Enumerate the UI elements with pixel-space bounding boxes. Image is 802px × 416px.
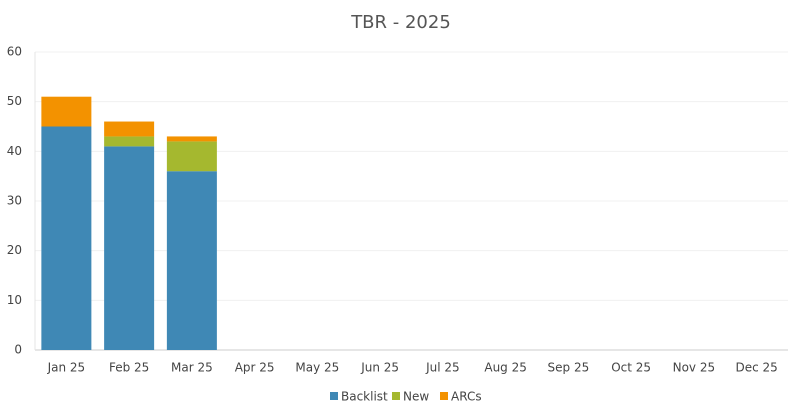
x-tick-label: Apr 25 [235, 361, 275, 375]
x-tick-label: Jun 25 [360, 361, 399, 375]
x-tick-label: May 25 [295, 361, 339, 375]
bar-segment [41, 126, 92, 350]
x-tick-label: Aug 25 [484, 361, 527, 375]
x-tick-label: Jan 25 [47, 361, 86, 375]
legend-swatch [330, 392, 338, 400]
x-tick-label: Oct 25 [611, 361, 651, 375]
bar-segment [104, 136, 155, 147]
bar-segment [166, 141, 217, 172]
bar-segment [104, 146, 155, 350]
x-tick-label: Dec 25 [735, 361, 777, 375]
x-tick-label: Jul 25 [425, 361, 460, 375]
chart-title: TBR - 2025 [350, 12, 451, 33]
x-tick-label: Sep 25 [548, 361, 590, 375]
y-tick-label: 40 [7, 144, 22, 158]
y-tick-label: 50 [7, 94, 22, 108]
x-tick-label: Nov 25 [673, 361, 716, 375]
y-tick-label: 60 [7, 45, 22, 59]
y-tick-label: 10 [7, 293, 22, 307]
bar-segment [104, 121, 155, 137]
y-tick-label: 0 [14, 343, 22, 357]
x-tick-label: Mar 25 [171, 361, 213, 375]
bar-segment [166, 136, 217, 142]
y-tick-label: 20 [7, 243, 22, 257]
legend-label: ARCs [451, 390, 482, 404]
x-tick-label: Feb 25 [109, 361, 149, 375]
bar-segment [166, 171, 217, 350]
legend-swatch [440, 392, 448, 400]
y-tick-label: 30 [7, 194, 22, 208]
bar-segment [41, 96, 92, 127]
legend-swatch [392, 392, 400, 400]
legend-label: New [403, 390, 429, 404]
legend-label: Backlist [341, 390, 388, 404]
